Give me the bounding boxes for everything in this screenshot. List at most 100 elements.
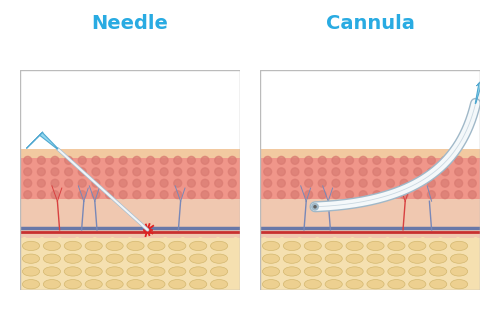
Circle shape <box>228 168 236 176</box>
Circle shape <box>78 168 86 176</box>
Circle shape <box>201 179 209 187</box>
Circle shape <box>441 168 449 176</box>
Circle shape <box>106 168 114 176</box>
Circle shape <box>313 205 317 208</box>
Circle shape <box>359 168 367 176</box>
Ellipse shape <box>325 241 342 250</box>
Polygon shape <box>29 133 42 146</box>
Ellipse shape <box>388 241 405 250</box>
Circle shape <box>318 179 326 187</box>
Ellipse shape <box>367 254 384 263</box>
Circle shape <box>373 168 381 176</box>
Circle shape <box>38 156 46 164</box>
Circle shape <box>24 179 32 187</box>
Circle shape <box>228 156 236 164</box>
Circle shape <box>146 191 154 199</box>
Ellipse shape <box>44 267 60 276</box>
Ellipse shape <box>127 267 144 276</box>
Circle shape <box>318 168 326 176</box>
Ellipse shape <box>106 241 123 250</box>
Circle shape <box>160 168 168 176</box>
Ellipse shape <box>450 267 468 276</box>
Bar <box>20 237 240 290</box>
Circle shape <box>332 191 340 199</box>
Circle shape <box>51 179 59 187</box>
Circle shape <box>332 168 340 176</box>
Text: Cannula: Cannula <box>326 14 414 33</box>
Ellipse shape <box>367 241 384 250</box>
Bar <box>260 149 480 158</box>
Ellipse shape <box>284 254 300 263</box>
Circle shape <box>174 168 182 176</box>
Circle shape <box>359 179 367 187</box>
Circle shape <box>174 156 182 164</box>
Circle shape <box>38 191 46 199</box>
Ellipse shape <box>304 267 322 276</box>
Ellipse shape <box>388 280 405 289</box>
Ellipse shape <box>168 267 186 276</box>
Circle shape <box>119 168 127 176</box>
Circle shape <box>119 191 127 199</box>
Ellipse shape <box>284 280 300 289</box>
Ellipse shape <box>346 280 363 289</box>
Ellipse shape <box>168 280 186 289</box>
Ellipse shape <box>325 254 342 263</box>
Circle shape <box>119 179 127 187</box>
Polygon shape <box>482 76 486 81</box>
Ellipse shape <box>127 254 144 263</box>
Bar <box>20 158 240 199</box>
Circle shape <box>64 168 72 176</box>
Circle shape <box>146 168 154 176</box>
Circle shape <box>119 156 127 164</box>
Circle shape <box>78 191 86 199</box>
Circle shape <box>51 168 59 176</box>
Circle shape <box>346 156 354 164</box>
Circle shape <box>146 179 154 187</box>
Circle shape <box>160 156 168 164</box>
Bar <box>20 199 240 241</box>
Ellipse shape <box>304 254 322 263</box>
Circle shape <box>400 156 408 164</box>
Circle shape <box>454 168 462 176</box>
Circle shape <box>214 156 222 164</box>
Ellipse shape <box>127 280 144 289</box>
Ellipse shape <box>284 267 300 276</box>
Polygon shape <box>478 75 488 85</box>
Circle shape <box>24 191 32 199</box>
Circle shape <box>133 179 141 187</box>
Ellipse shape <box>262 254 280 263</box>
Circle shape <box>278 179 285 187</box>
Circle shape <box>133 156 141 164</box>
Circle shape <box>214 168 222 176</box>
Circle shape <box>332 179 340 187</box>
Circle shape <box>38 168 46 176</box>
Circle shape <box>414 179 422 187</box>
Ellipse shape <box>430 280 447 289</box>
Ellipse shape <box>148 254 165 263</box>
Circle shape <box>386 156 394 164</box>
Circle shape <box>92 156 100 164</box>
Circle shape <box>441 179 449 187</box>
Circle shape <box>318 156 326 164</box>
Circle shape <box>174 191 182 199</box>
Circle shape <box>160 179 168 187</box>
Ellipse shape <box>85 267 102 276</box>
Ellipse shape <box>388 254 405 263</box>
Bar <box>260 199 480 241</box>
Circle shape <box>428 156 436 164</box>
Circle shape <box>304 191 312 199</box>
Bar <box>260 70 480 150</box>
Ellipse shape <box>262 267 280 276</box>
Polygon shape <box>260 237 480 290</box>
Ellipse shape <box>284 241 300 250</box>
Circle shape <box>454 191 462 199</box>
Circle shape <box>92 191 100 199</box>
Circle shape <box>160 191 168 199</box>
Circle shape <box>228 191 236 199</box>
Ellipse shape <box>22 267 40 276</box>
Ellipse shape <box>64 241 82 250</box>
Circle shape <box>386 179 394 187</box>
Ellipse shape <box>64 267 82 276</box>
Circle shape <box>24 168 32 176</box>
Circle shape <box>400 191 408 199</box>
